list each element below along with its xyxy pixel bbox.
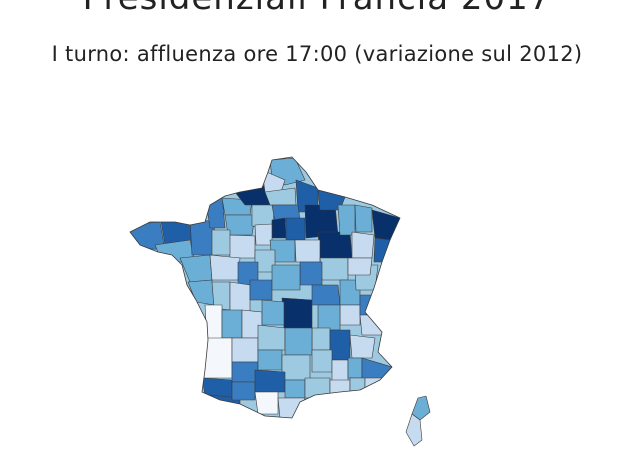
department-gers [231, 381, 256, 401]
department-corse-du-sud [405, 413, 423, 447]
department-val-oise [271, 217, 287, 239]
department-cantal [284, 327, 313, 356]
department-ariege [254, 391, 279, 415]
department-sarthe [227, 234, 256, 259]
mainland-departments [130, 157, 400, 418]
department-creuse [261, 299, 285, 326]
map-title: Presidenziali Francia 2017 [0, 0, 634, 18]
department-allier [281, 297, 313, 329]
department-yonne [294, 239, 321, 263]
department-seine-marne [285, 217, 306, 241]
department-haute-garonne [254, 369, 286, 393]
department-orne [224, 214, 256, 236]
department-aveyron [281, 354, 311, 381]
department-meuse [337, 204, 356, 236]
department-meurthe-moselle [354, 204, 373, 233]
department-lot [257, 349, 283, 371]
department-nievre [299, 261, 323, 286]
department-charente [221, 309, 243, 339]
department-drome [347, 357, 363, 379]
department-maine-loire [209, 254, 241, 281]
department-yvelines [254, 223, 273, 246]
department-loire [311, 327, 331, 351]
department-lot-garonne [231, 361, 259, 383]
department-ain [339, 304, 361, 326]
department-pyrenees-orientales [277, 397, 306, 418]
department-dordogne [231, 337, 259, 363]
department-mayenne [211, 229, 231, 256]
department-cote-or [319, 257, 349, 281]
department-haute-loire [311, 349, 333, 373]
department-vienne [229, 281, 251, 313]
department-landes [201, 377, 233, 399]
department-hautes-alpes [349, 334, 376, 359]
department-cher [271, 264, 301, 291]
france-outline [129, 156, 401, 419]
department-isere [329, 329, 351, 361]
corsica [405, 395, 431, 447]
department-haute-saone [347, 257, 373, 276]
department-correze [257, 324, 286, 351]
department-aube [317, 231, 353, 259]
department-loire-atlantique [179, 254, 213, 283]
department-ardeche [331, 359, 349, 383]
department-indre [249, 279, 273, 301]
department-haut-rhin [373, 237, 391, 263]
department-savoie [359, 314, 383, 336]
department-vosges [351, 231, 375, 259]
department-bouches-rhone [349, 377, 366, 396]
department-rhone [317, 304, 341, 331]
map-subtitle: I turno: affluenza ore 17:00 (variazione… [51, 42, 583, 66]
department-bas-rhin [371, 209, 400, 241]
department-haute-corse [411, 395, 431, 421]
department-saone-loire [311, 284, 341, 306]
department-tarn [284, 379, 306, 399]
